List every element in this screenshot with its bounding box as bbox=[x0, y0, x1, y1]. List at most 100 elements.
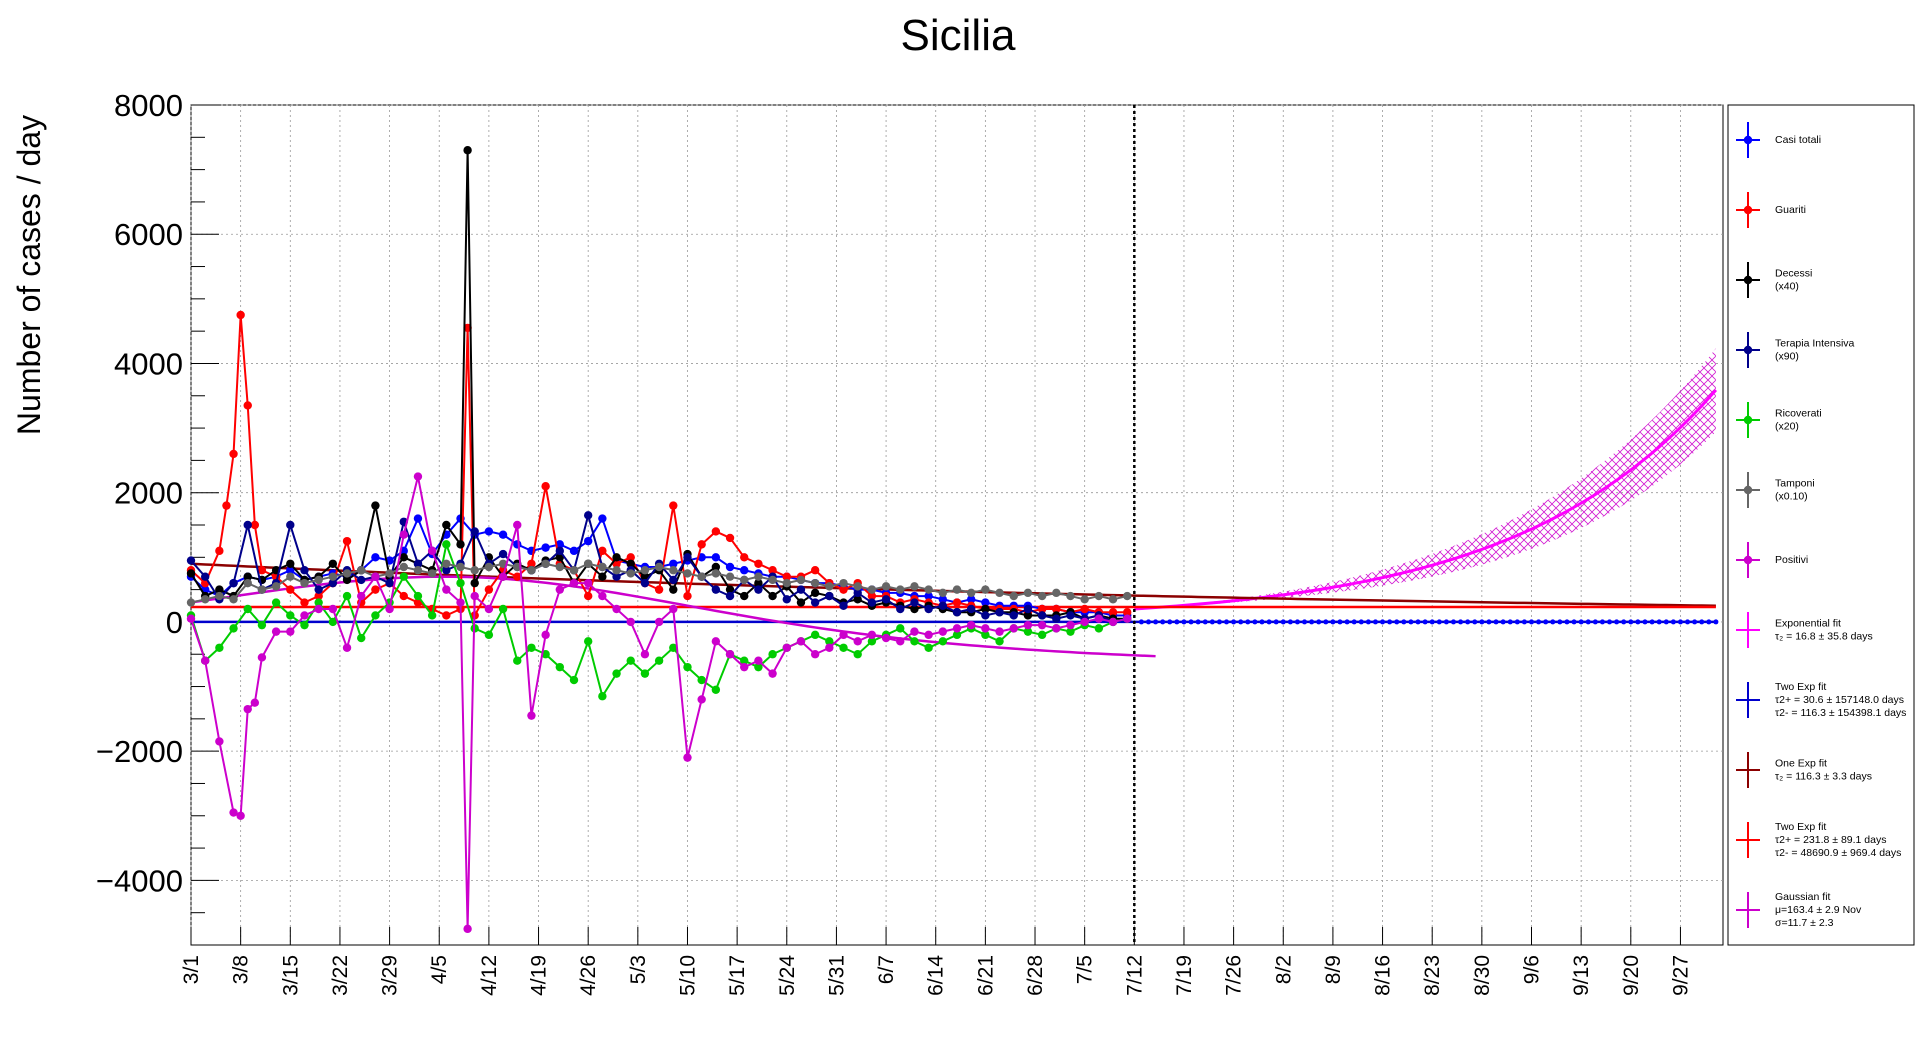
projection-point bbox=[1663, 619, 1669, 625]
series-point-terapia-intensiva bbox=[938, 601, 948, 610]
series-point-guariti bbox=[286, 585, 295, 594]
projection-point bbox=[1614, 619, 1620, 625]
x-tick-label: 8/16 bbox=[1372, 955, 1395, 996]
y-tick-label: −4000 bbox=[96, 863, 183, 898]
series-point-ricoverati bbox=[867, 637, 877, 646]
legend-detail: μ=163.4 ± 2.9 Nov bbox=[1775, 904, 1862, 916]
series-point-decessi bbox=[463, 146, 472, 155]
x-tick-label: 8/23 bbox=[1421, 955, 1444, 996]
series-point-tamponi bbox=[456, 562, 465, 572]
series-point-guariti bbox=[399, 591, 408, 601]
series-point-positivi bbox=[357, 591, 366, 601]
projection-point bbox=[1337, 619, 1343, 625]
projection-point bbox=[1557, 619, 1563, 625]
legend-label: Two Exp fit bbox=[1775, 681, 1826, 693]
x-tick-label: 4/19 bbox=[528, 955, 551, 996]
series-point-guariti bbox=[740, 553, 749, 562]
x-tick-label: 9/20 bbox=[1620, 955, 1643, 996]
series-point-positivi bbox=[583, 578, 593, 588]
series-point-tamponi bbox=[626, 569, 635, 578]
series-point-ricoverati bbox=[654, 656, 664, 665]
series-point-tamponi bbox=[768, 575, 777, 585]
series-point-ricoverati bbox=[427, 611, 437, 620]
x-tick-label: 3/29 bbox=[379, 955, 402, 996]
series-point-positivi bbox=[229, 808, 238, 817]
series-point-casi-totali bbox=[555, 540, 565, 549]
series-point-decessi bbox=[1023, 611, 1033, 620]
series-point-ricoverati bbox=[328, 617, 338, 627]
series-point-positivi bbox=[427, 546, 437, 556]
projection-point bbox=[1181, 619, 1187, 625]
projection-point bbox=[1493, 619, 1499, 625]
projection-point bbox=[1500, 619, 1506, 625]
series-point-guariti bbox=[442, 611, 451, 620]
projection-point bbox=[1294, 619, 1300, 625]
series-point-guariti bbox=[215, 546, 224, 556]
series-point-positivi bbox=[654, 617, 664, 627]
series-point-decessi bbox=[186, 569, 196, 578]
projection-point bbox=[1670, 619, 1676, 625]
series-point-positivi bbox=[470, 591, 479, 601]
series-point-tamponi bbox=[867, 585, 877, 594]
series-point-tamponi bbox=[1023, 588, 1033, 598]
projection-point bbox=[1458, 619, 1464, 625]
projection-point bbox=[1323, 619, 1329, 625]
y-tick-label: 2000 bbox=[114, 476, 183, 511]
x-tick-label: 4/5 bbox=[428, 955, 451, 984]
projection-point bbox=[1309, 619, 1315, 625]
series-point-guariti bbox=[810, 566, 820, 575]
series-point-tamponi bbox=[612, 566, 621, 575]
x-tick-label: 3/8 bbox=[230, 955, 253, 984]
series-point-tamponi bbox=[413, 566, 423, 575]
series-point-terapia-intensiva bbox=[413, 559, 423, 568]
series-point-tamponi bbox=[1009, 591, 1018, 601]
series-point-tamponi bbox=[229, 595, 238, 604]
series-point-decessi bbox=[456, 540, 465, 549]
legend-label: Decessi bbox=[1775, 268, 1812, 280]
projection-point bbox=[1422, 619, 1428, 625]
series-point-decessi bbox=[286, 559, 295, 568]
x-tick-label: 6/14 bbox=[925, 955, 948, 996]
series-point-casi-totali bbox=[938, 595, 948, 604]
series-point-tamponi bbox=[357, 566, 366, 575]
series-point-positivi bbox=[598, 591, 607, 601]
projection-point bbox=[1216, 619, 1222, 625]
projection-point bbox=[1344, 619, 1350, 625]
series-point-terapia-intensiva bbox=[981, 611, 990, 620]
series-point-guariti bbox=[527, 559, 536, 568]
series-point-guariti bbox=[598, 546, 607, 556]
series-point-tamponi bbox=[810, 578, 820, 588]
projection-point bbox=[1599, 619, 1605, 625]
projection-point bbox=[1592, 619, 1598, 625]
series-point-terapia-intensiva bbox=[200, 572, 210, 581]
series-point-positivi bbox=[442, 585, 451, 594]
series-point-terapia-intensiva bbox=[1023, 604, 1033, 614]
series-point-tamponi bbox=[725, 572, 735, 581]
series-point-terapia-intensiva bbox=[952, 608, 962, 617]
y-tick-label: 6000 bbox=[114, 217, 183, 252]
series-point-tamponi bbox=[399, 562, 408, 572]
series-point-terapia-intensiva bbox=[286, 520, 295, 530]
legend-detail: τ₂ = 116.3 ± 3.3 days bbox=[1775, 771, 1872, 783]
projection-point bbox=[1692, 619, 1698, 625]
series-point-positivi bbox=[725, 650, 735, 659]
series-point-decessi bbox=[853, 595, 862, 604]
legend-label: Gaussian fit bbox=[1775, 891, 1831, 903]
series-point-positivi bbox=[711, 637, 721, 646]
series-point-positivi bbox=[1037, 620, 1047, 630]
projection-point bbox=[1287, 619, 1293, 625]
x-tick-label: 8/9 bbox=[1322, 955, 1345, 984]
legend: Casi totali Guariti Decessi(x40) Terapia In… bbox=[1727, 104, 1915, 946]
legend-detail: (x40) bbox=[1775, 281, 1799, 293]
series-point-positivi bbox=[484, 604, 494, 614]
series-point-casi-totali bbox=[569, 546, 579, 556]
projection-point bbox=[1635, 619, 1641, 625]
series-point-ricoverati bbox=[896, 624, 905, 633]
series-point-positivi bbox=[1094, 614, 1104, 623]
series-point-positivi bbox=[810, 650, 820, 659]
chart-title: Sicilia bbox=[901, 11, 1016, 60]
series-point-ricoverati bbox=[300, 620, 309, 630]
